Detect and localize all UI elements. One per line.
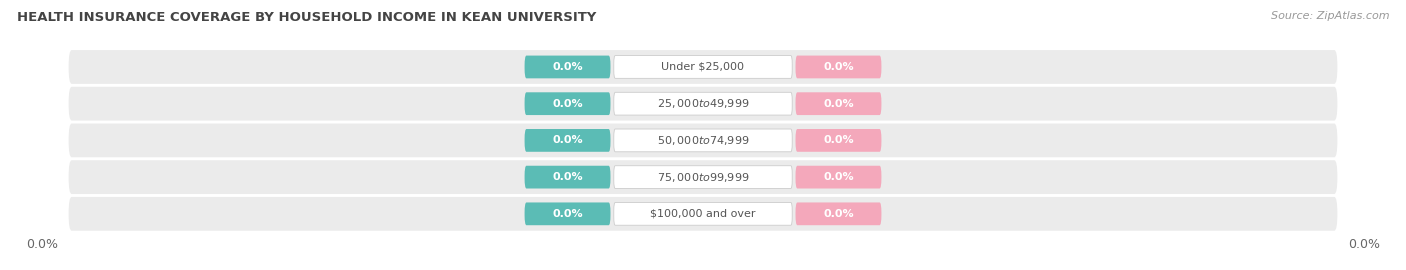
FancyBboxPatch shape [524,166,610,188]
FancyBboxPatch shape [69,197,1337,231]
FancyBboxPatch shape [614,129,792,152]
FancyBboxPatch shape [524,92,610,115]
Text: HEALTH INSURANCE COVERAGE BY HOUSEHOLD INCOME IN KEAN UNIVERSITY: HEALTH INSURANCE COVERAGE BY HOUSEHOLD I… [17,11,596,24]
Text: 0.0%: 0.0% [553,99,583,109]
Text: 0.0%: 0.0% [823,209,853,219]
FancyBboxPatch shape [69,123,1337,157]
FancyBboxPatch shape [796,202,882,225]
Text: $100,000 and over: $100,000 and over [650,209,756,219]
FancyBboxPatch shape [796,129,882,152]
Text: 0.0%: 0.0% [823,135,853,146]
Text: $50,000 to $74,999: $50,000 to $74,999 [657,134,749,147]
FancyBboxPatch shape [614,166,792,188]
FancyBboxPatch shape [796,166,882,188]
FancyBboxPatch shape [524,56,610,78]
Text: Under $25,000: Under $25,000 [661,62,745,72]
FancyBboxPatch shape [614,92,792,115]
FancyBboxPatch shape [69,50,1337,84]
FancyBboxPatch shape [524,129,610,152]
Text: 0.0%: 0.0% [553,62,583,72]
FancyBboxPatch shape [69,87,1337,121]
FancyBboxPatch shape [69,160,1337,194]
FancyBboxPatch shape [524,202,610,225]
Text: 0.0%: 0.0% [553,172,583,182]
FancyBboxPatch shape [614,56,792,78]
Text: 0.0%: 0.0% [823,99,853,109]
FancyBboxPatch shape [614,202,792,225]
FancyBboxPatch shape [796,56,882,78]
Text: 0.0%: 0.0% [553,135,583,146]
Text: $75,000 to $99,999: $75,000 to $99,999 [657,171,749,184]
Text: Source: ZipAtlas.com: Source: ZipAtlas.com [1271,11,1389,21]
Text: 0.0%: 0.0% [823,62,853,72]
Text: $25,000 to $49,999: $25,000 to $49,999 [657,97,749,110]
Text: 0.0%: 0.0% [553,209,583,219]
Text: 0.0%: 0.0% [823,172,853,182]
FancyBboxPatch shape [796,92,882,115]
